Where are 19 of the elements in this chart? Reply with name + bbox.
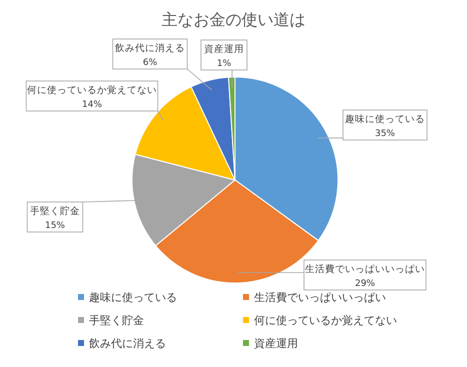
data-label: 15% bbox=[44, 221, 66, 231]
slice-label: 資産運用 bbox=[204, 43, 244, 55]
data-label: 6% bbox=[142, 58, 158, 68]
data-label: 35% bbox=[374, 129, 396, 139]
legend-label: 生活費でいっぱいいっぱい bbox=[254, 291, 386, 304]
legend-label: 資産運用 bbox=[254, 337, 298, 350]
slice-label: 趣味に使っている bbox=[345, 113, 425, 125]
slice-label: 手堅く貯金 bbox=[30, 205, 80, 217]
legend-label: 何に使っているか覚えてない bbox=[254, 314, 397, 327]
slice-label: 生活費でいっぱいいっぱい bbox=[305, 263, 425, 275]
slice-label: 飲み代に消える bbox=[115, 42, 185, 54]
legend-label: 飲み代に消える bbox=[89, 337, 166, 350]
data-label: 29% bbox=[354, 279, 376, 289]
slice-label: 何に使っているか覚えてない bbox=[27, 84, 157, 96]
legend-label: 趣味に使っている bbox=[89, 291, 177, 304]
data-label: 1% bbox=[216, 59, 232, 69]
legend-label: 手堅く貯金 bbox=[89, 314, 144, 327]
data-label: 14% bbox=[82, 100, 102, 110]
chart-title: 主なお金の使い道は bbox=[162, 10, 306, 29]
